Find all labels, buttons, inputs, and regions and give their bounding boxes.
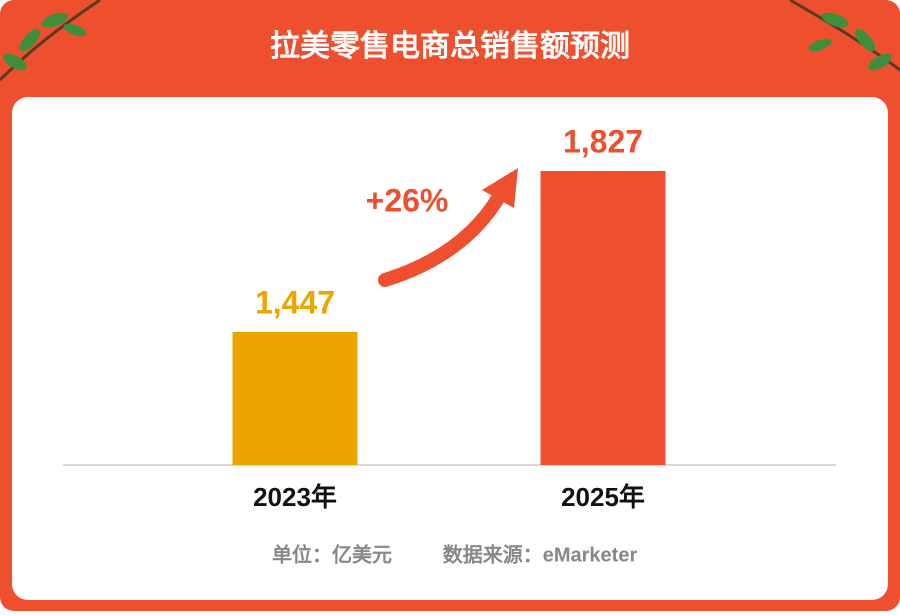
- unit-note: 单位：亿美元: [272, 542, 392, 566]
- growth-arrow: [378, 188, 507, 287]
- value-label: 1,447: [255, 284, 335, 320]
- x-tick-label: 2025年: [561, 482, 645, 512]
- card: [12, 97, 888, 600]
- chart-title: 拉美零售电商总销售额预测: [270, 29, 630, 63]
- x-tick-label: 2023年: [253, 482, 337, 512]
- annotation: +26%: [366, 182, 449, 218]
- leaf-decoration: [0, 0, 900, 82]
- bar: [540, 171, 666, 465]
- bar: [232, 331, 358, 465]
- source-note: 数据来源：eMarketer: [443, 542, 638, 566]
- arrow-head: [482, 168, 518, 208]
- value-label: 1,827: [563, 123, 643, 159]
